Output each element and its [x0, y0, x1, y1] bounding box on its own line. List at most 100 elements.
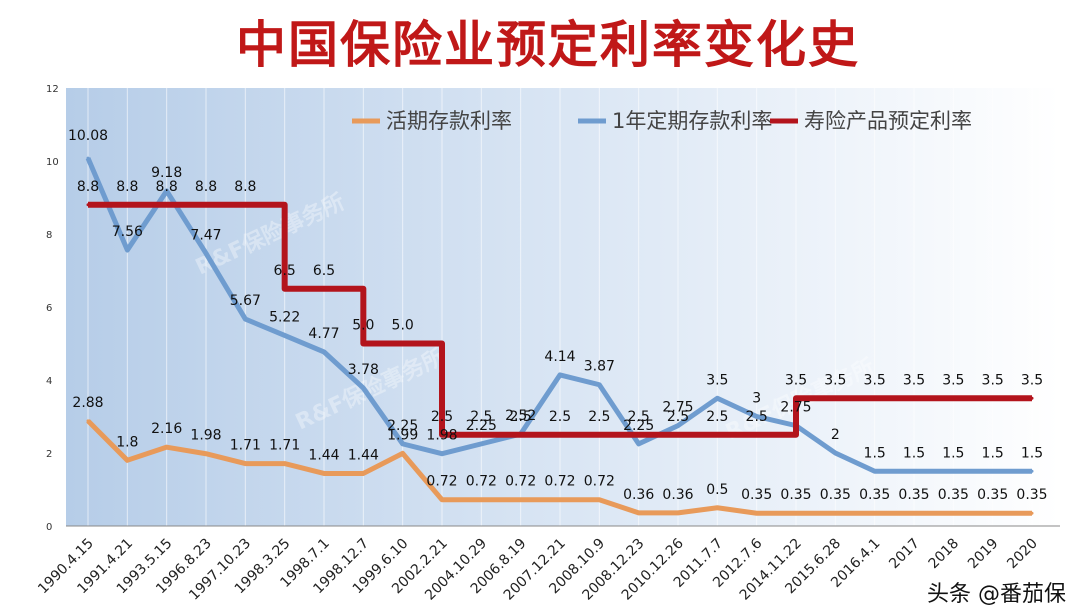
data-label: 5.67: [230, 293, 261, 309]
data-label: 3.5: [903, 372, 925, 388]
data-label: 1.5: [864, 445, 886, 461]
data-point: [125, 458, 129, 462]
data-label: 8.8: [234, 179, 256, 195]
data-label: 2.5: [470, 409, 492, 425]
data-label: 2: [831, 427, 840, 443]
data-label: 8.8: [77, 179, 99, 195]
y-tick-label: 6: [46, 303, 52, 314]
data-point: [125, 203, 129, 207]
data-point: [755, 511, 759, 515]
data-point: [125, 248, 129, 252]
data-label: 0.36: [662, 487, 693, 503]
data-label: 2.5: [628, 409, 650, 425]
data-point: [86, 156, 90, 160]
data-label: 0.35: [898, 487, 929, 503]
data-label: 2.5: [431, 409, 453, 425]
data-label: 1.71: [269, 438, 300, 454]
data-label: 6.5: [274, 263, 296, 279]
data-point: [479, 442, 483, 446]
data-label: 2.5: [746, 409, 768, 425]
data-point: [204, 452, 208, 456]
data-point: [833, 396, 837, 400]
data-point: [322, 350, 326, 354]
data-label: 3.5: [864, 372, 886, 388]
data-label: 7.47: [190, 227, 221, 243]
data-label: 3.5: [942, 372, 964, 388]
data-label: 0.72: [466, 474, 497, 490]
data-label: 2.5: [510, 409, 532, 425]
data-label: 1.44: [348, 447, 379, 463]
data-point: [322, 471, 326, 475]
data-label: 1.5: [942, 445, 964, 461]
data-point: [243, 203, 247, 207]
data-point: [361, 386, 365, 390]
x-tick-label: 2020: [1004, 536, 1041, 573]
data-label: 10.08: [68, 128, 108, 144]
data-point: [676, 511, 680, 515]
data-point: [243, 462, 247, 466]
y-tick-label: 8: [46, 230, 52, 241]
data-label: 3.78: [348, 362, 379, 378]
data-point: [755, 415, 759, 418]
data-point: [794, 396, 798, 400]
legend-label: 活期存款利率: [386, 109, 512, 133]
data-point: [676, 433, 680, 437]
data-label: 0.72: [426, 474, 457, 490]
data-point: [361, 471, 365, 475]
data-point: [873, 469, 877, 473]
data-label: 2.75: [780, 400, 811, 416]
data-point: [440, 433, 444, 437]
data-label: 0.72: [505, 474, 536, 490]
data-point: [715, 433, 719, 437]
data-label: 2.5: [549, 409, 571, 425]
data-label: 0.35: [741, 487, 772, 503]
data-point: [715, 396, 719, 400]
data-point: [873, 511, 877, 515]
y-tick-label: 4: [46, 376, 52, 387]
data-label: 5.22: [269, 309, 300, 325]
data-point: [715, 506, 719, 510]
data-label: 9.18: [151, 165, 182, 181]
data-label: 2.25: [387, 418, 418, 434]
data-label: 0.35: [780, 487, 811, 503]
data-point: [991, 396, 995, 400]
data-point: [165, 203, 169, 207]
data-point: [440, 452, 444, 456]
data-point: [597, 433, 601, 437]
data-point: [1030, 396, 1034, 400]
data-point: [912, 396, 916, 400]
data-label: 2.88: [72, 395, 103, 411]
data-label: 3.5: [1021, 372, 1043, 388]
data-label: 1.98: [190, 428, 221, 444]
y-tick-label: 2: [46, 449, 52, 460]
data-label: 1.5: [903, 445, 925, 461]
legend-label: 1年定期存款利率: [612, 109, 772, 133]
data-label: 2.16: [151, 421, 182, 437]
data-label: 1.5: [1021, 445, 1043, 461]
data-label: 3.87: [584, 359, 615, 375]
data-point: [86, 203, 90, 207]
data-point: [519, 498, 523, 502]
data-point: [519, 433, 523, 437]
legend-label: 寿险产品预定利率: [804, 109, 972, 133]
data-point: [558, 433, 562, 437]
data-point: [283, 462, 287, 466]
data-point: [1030, 511, 1034, 515]
data-point: [1030, 469, 1034, 473]
data-label: 8.8: [116, 179, 138, 195]
data-label: 7.56: [112, 224, 143, 240]
data-label: 8.8: [156, 179, 178, 195]
data-point: [597, 383, 601, 387]
data-labels: 2.88 1.8 2.16 1.98 1.71 1.71 1.44 1.44 1.99 0.72 0…: [68, 128, 1048, 503]
data-point: [873, 396, 877, 400]
y-tick-label: 0: [46, 522, 52, 533]
data-label: 0.35: [859, 487, 890, 503]
x-tick-label: 2019: [965, 536, 1002, 573]
data-point: [283, 287, 287, 291]
data-point: [283, 333, 287, 337]
data-label: 2.52: [505, 408, 536, 424]
data-point: [637, 442, 641, 446]
data-label: 2.75: [662, 400, 693, 416]
chart-title: 中国保险业预定利率变化史: [236, 16, 860, 74]
